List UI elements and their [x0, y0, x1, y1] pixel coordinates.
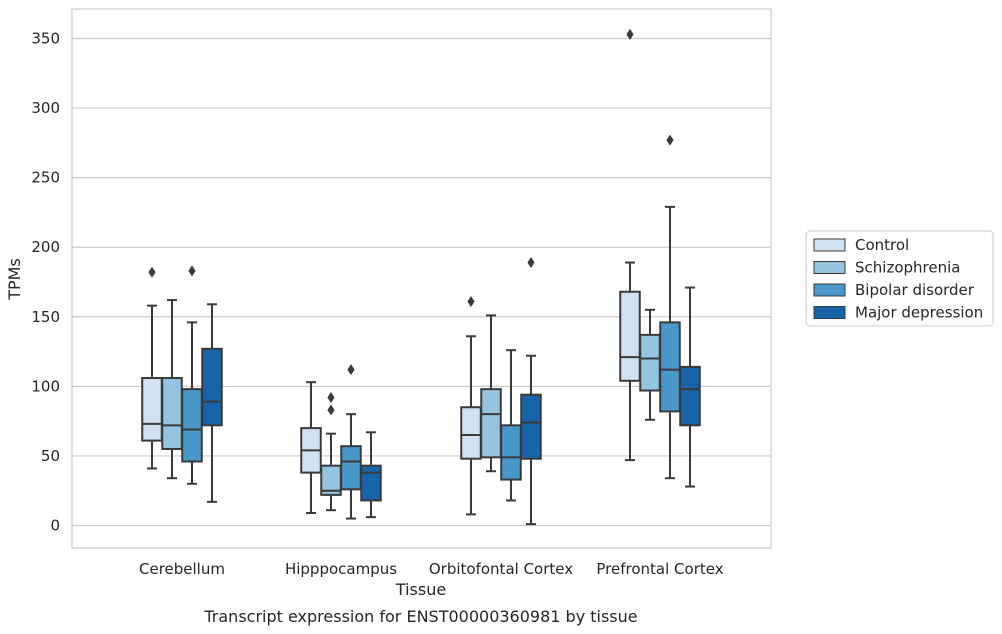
- outlier-point: [626, 28, 634, 40]
- box-group: [201, 303, 223, 503]
- box: [639, 333, 661, 392]
- legend-label: Major depression: [855, 304, 983, 322]
- box: [500, 424, 522, 481]
- y-tick-label: 0: [50, 517, 60, 535]
- legend-frame: [805, 230, 994, 327]
- outlier-point: [327, 391, 335, 403]
- box-group: [659, 134, 681, 480]
- outlier-point: [666, 134, 674, 146]
- y-tick-label: 350: [31, 30, 60, 48]
- legend-label: Bipolar disorder: [855, 281, 975, 299]
- y-tick-label: 50: [41, 447, 60, 465]
- y-tick-label: 200: [31, 238, 60, 256]
- outlier-point: [527, 257, 535, 269]
- y-tick-label: 300: [31, 99, 60, 117]
- boxes: [141, 28, 701, 526]
- legend-label: Schizophrenia: [855, 259, 960, 277]
- box: [659, 321, 681, 413]
- box-group: [320, 391, 342, 512]
- box: [679, 365, 701, 427]
- box: [480, 388, 502, 459]
- box: [619, 290, 641, 382]
- box: [181, 388, 203, 463]
- legend-swatch: [813, 283, 846, 297]
- box: [360, 464, 382, 502]
- legend: Control Schizophrenia Bipolar disorder Majo…: [805, 230, 994, 327]
- legend-swatch: [813, 261, 846, 274]
- box: [520, 393, 542, 460]
- box-group: [161, 299, 183, 480]
- plot-area-frame: [71, 8, 772, 549]
- x-axis-ticks: Cerebellum Hipppocampus Orbitofontal Corte…: [139, 560, 724, 578]
- legend-label: Control: [855, 236, 909, 254]
- box-group: [500, 349, 522, 502]
- y-tick-label: 250: [31, 169, 60, 187]
- box-group: [480, 314, 502, 473]
- legend-swatch: [813, 238, 846, 252]
- x-tick-label: Cerebellum: [139, 560, 225, 578]
- y-tick-label: 150: [31, 308, 60, 326]
- box: [340, 445, 362, 491]
- outlier-point: [327, 404, 335, 416]
- box-group: [300, 381, 322, 514]
- box-group: [619, 28, 641, 462]
- chart-caption: Transcript expression for ENST0000036098…: [203, 607, 637, 626]
- x-tick-label: Orbitofontal Cortex: [429, 560, 573, 578]
- y-axis-ticks: 0 50 100 150 200 250 300 350: [31, 30, 60, 535]
- box: [161, 377, 183, 450]
- outlier-point: [467, 295, 475, 307]
- box-group: [639, 308, 661, 421]
- outlier-point: [347, 364, 355, 376]
- outlier-point: [188, 265, 196, 277]
- x-tick-label: Hipppocampus: [285, 560, 397, 578]
- legend-swatch: [813, 306, 846, 319]
- box: [460, 406, 482, 460]
- box-group: [460, 295, 482, 516]
- box-group: [360, 431, 382, 519]
- box-group: [679, 286, 701, 488]
- y-axis-label: TPMs: [5, 258, 24, 301]
- outlier-point: [148, 266, 156, 278]
- box-group: [520, 257, 542, 526]
- x-tick-label: Prefrontal Cortex: [596, 560, 723, 578]
- box: [141, 377, 163, 442]
- box: [201, 347, 223, 427]
- x-axis-label: Tissue: [395, 580, 446, 599]
- y-tick-label: 100: [31, 377, 60, 395]
